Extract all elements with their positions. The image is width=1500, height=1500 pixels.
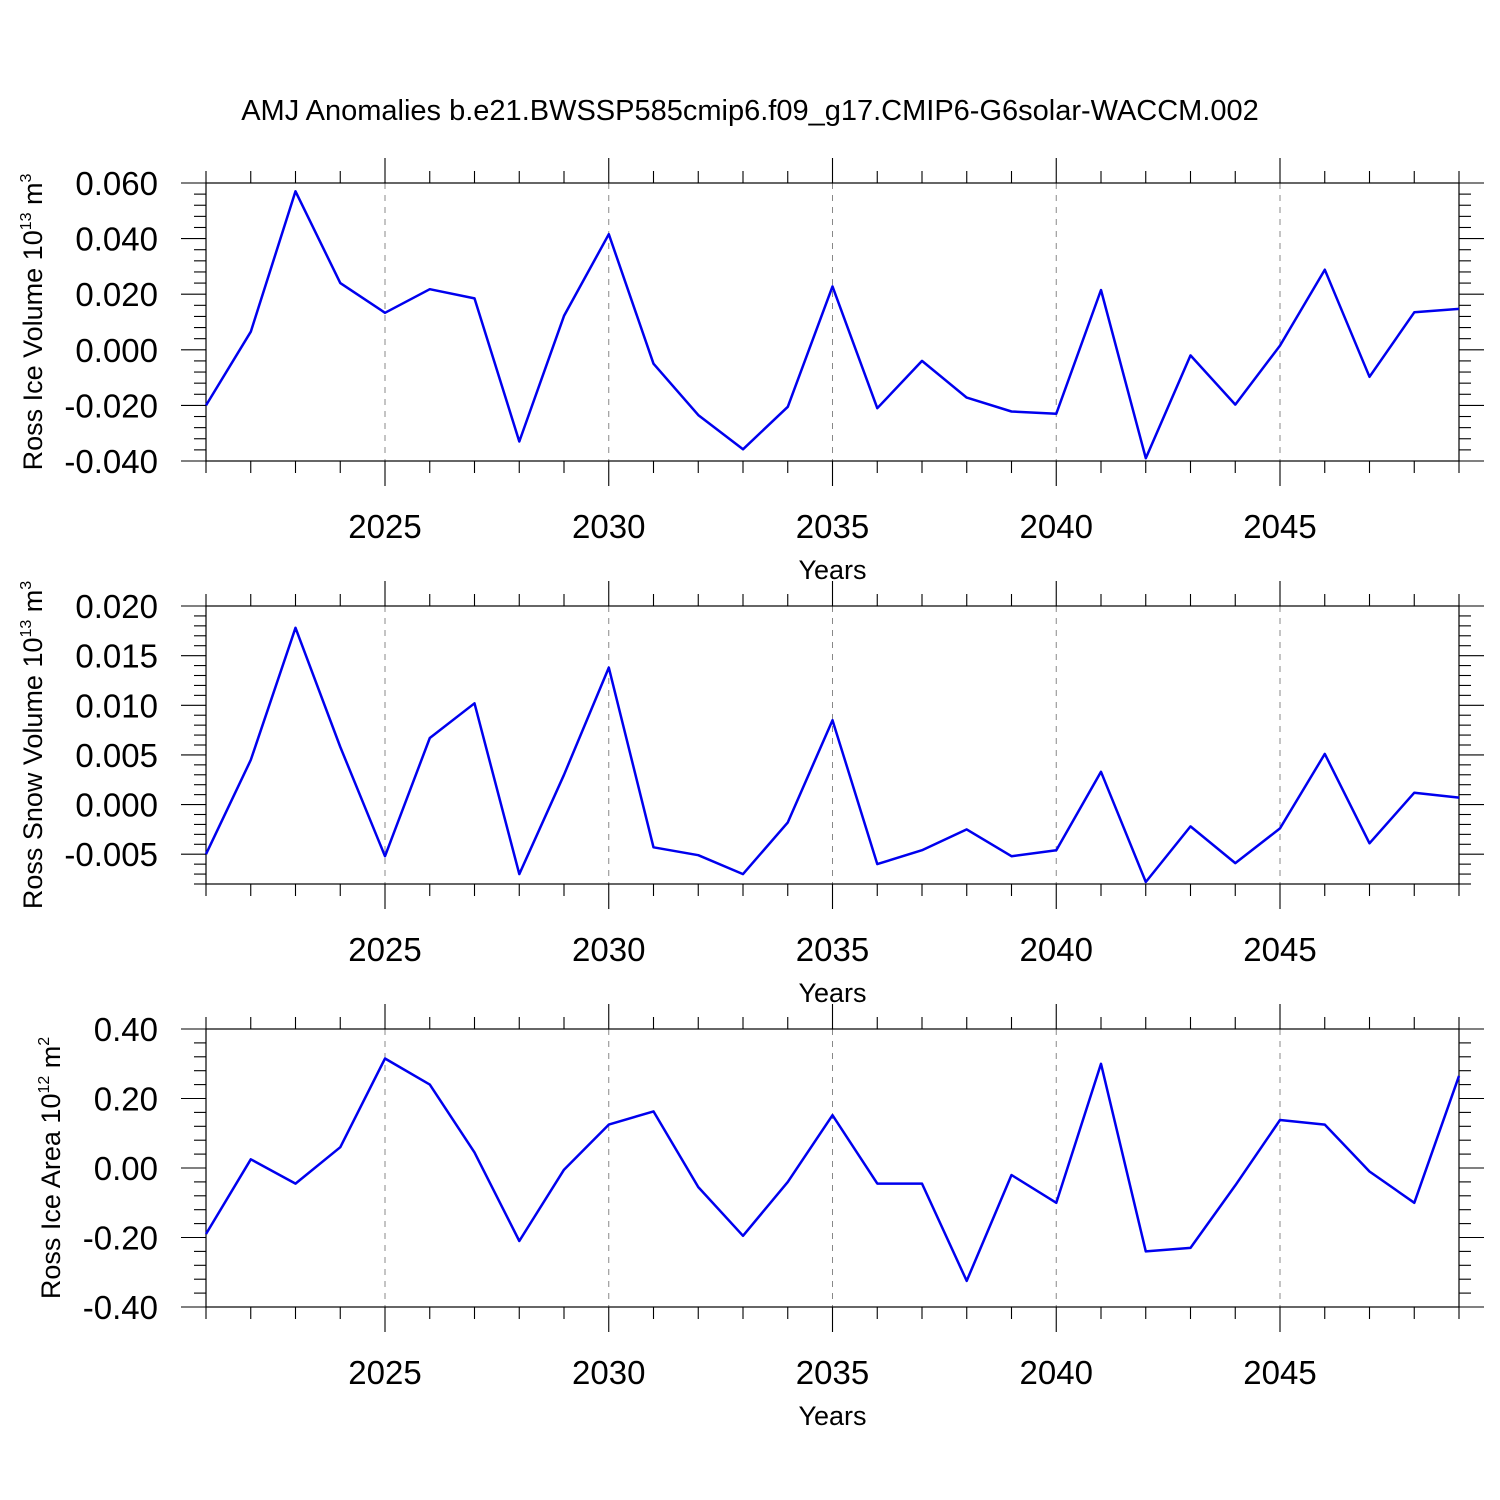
y-tick-label: 0.020 [75, 588, 158, 625]
y-tick-label: -0.20 [83, 1220, 158, 1257]
figure-title: AMJ Anomalies b.e21.BWSSP585cmip6.f09_g1… [241, 95, 1259, 127]
y-axis-label: Ross Snow Volume 1013 m3 [18, 581, 48, 909]
y-tick-label: 0.010 [75, 687, 158, 724]
y-tick-label: 0.00 [94, 1150, 158, 1187]
y-tick-label: 0.000 [75, 332, 158, 369]
x-tick-label: 2035 [796, 931, 869, 968]
y-tick-label: 0.005 [75, 737, 158, 774]
x-tick-label: 2040 [1020, 1354, 1093, 1391]
series-line [204, 190, 1460, 460]
x-tick-label: 2025 [348, 1354, 421, 1391]
x-axis-label: Years [798, 1401, 866, 1431]
y-axis-label: Ross Ice Volume 1013 m3 [18, 173, 48, 470]
y-tick-label: -0.005 [64, 836, 158, 873]
x-tick-label: 2035 [796, 508, 869, 545]
y-tick-label: 0.20 [94, 1081, 158, 1118]
x-tick-label: 2045 [1243, 508, 1316, 545]
x-tick-label: 2040 [1020, 931, 1093, 968]
panel-1: 2025 2030 2035 2040 2045 -0.040 -0.020 0.000 0.0… [18, 158, 1484, 585]
plot-frame [205, 605, 1460, 885]
y-tick-label: 0.060 [75, 165, 158, 202]
y-tick-label: -0.040 [64, 443, 158, 480]
y-tick-label: -0.020 [64, 387, 158, 424]
series-line [204, 626, 1460, 884]
y-tick-label: 0.000 [75, 787, 158, 824]
x-axis-label: Years [798, 555, 866, 585]
y-tick-label: 0.015 [75, 638, 158, 675]
x-tick-label: 2025 [348, 931, 421, 968]
x-tick-label: 2040 [1020, 508, 1093, 545]
y-tick-label: 0.040 [75, 221, 158, 258]
y-tick-label: -0.40 [83, 1289, 158, 1326]
y-tick-label: 0.020 [75, 276, 158, 313]
x-tick-label: 2030 [572, 1354, 645, 1391]
panel-3: 2025 2030 2035 2040 2045 -0.40 -0.20 0.00 0.20 0.… [36, 1004, 1484, 1431]
panel-2: 2025 2030 2035 2040 2045 -0.005 0.000 0.005 0.01… [18, 581, 1484, 1008]
y-axis-label: Ross Ice Area 1012 m2 [36, 1037, 66, 1299]
series-line [204, 1057, 1461, 1283]
plot-frame [205, 1028, 1460, 1308]
x-tick-label: 2030 [572, 508, 645, 545]
x-tick-label: 2045 [1243, 1354, 1316, 1391]
x-tick-label: 2035 [796, 1354, 869, 1391]
x-axis-label: Years [798, 978, 866, 1008]
x-tick-label: 2030 [572, 931, 645, 968]
x-tick-label: 2045 [1243, 931, 1316, 968]
plot-frame [205, 182, 1460, 462]
x-tick-label: 2025 [348, 508, 421, 545]
y-tick-label: 0.40 [94, 1011, 158, 1048]
